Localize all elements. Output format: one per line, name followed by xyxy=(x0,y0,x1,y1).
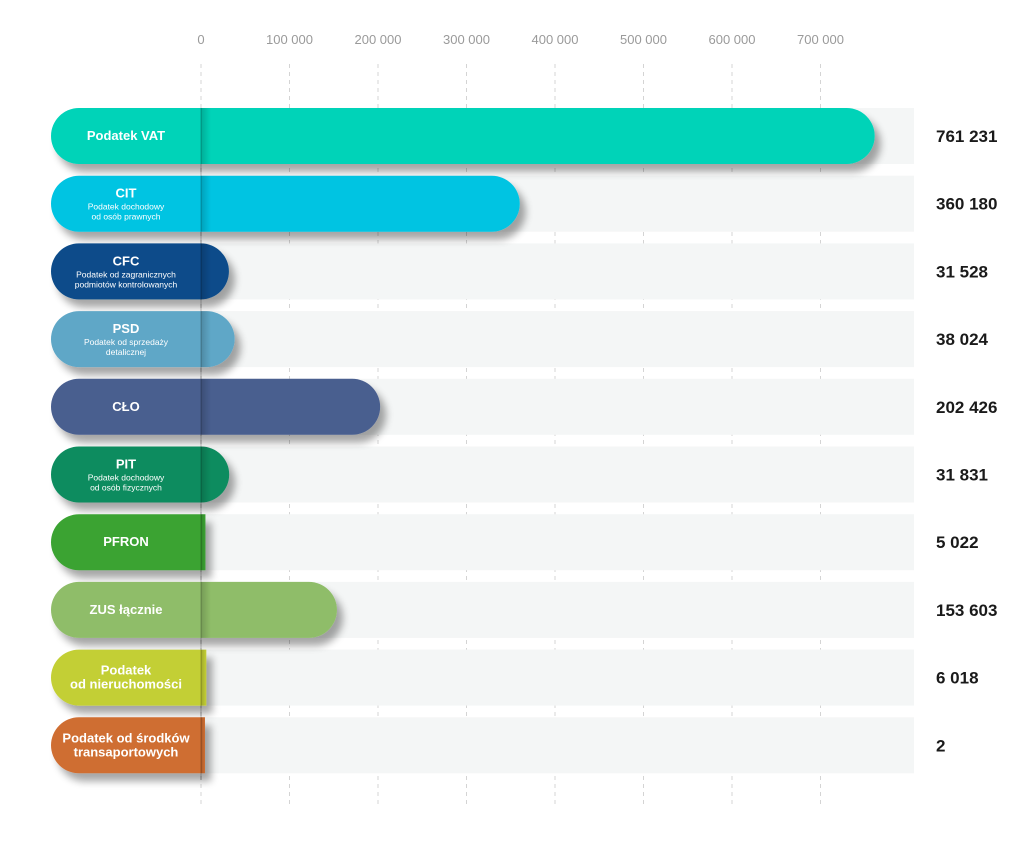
bar-zero-shade xyxy=(201,717,205,774)
bars xyxy=(51,108,875,774)
bar xyxy=(51,649,207,706)
bar xyxy=(51,175,520,232)
row-background xyxy=(201,311,914,368)
category-title: Podatek od nieruchomości xyxy=(70,663,182,692)
x-tick-label: 400 000 xyxy=(532,32,579,47)
value-label: 38 024 xyxy=(936,330,989,349)
row-background xyxy=(201,649,914,706)
value-label: 360 180 xyxy=(936,195,997,214)
x-tick-label: 600 000 xyxy=(709,32,756,47)
x-tick-label: 200 000 xyxy=(355,32,402,47)
category-subtitle: Podatek od zagranicznych podmiotów kontro… xyxy=(75,269,178,289)
bar xyxy=(51,108,875,164)
category-subtitle: Podatek dochodowy od osób prawnych xyxy=(88,202,165,222)
category-title: PFRON xyxy=(103,534,149,549)
category-subtitle: Podatek od sprzedaży detalicznej xyxy=(84,337,169,357)
value-label: 31 831 xyxy=(936,466,988,485)
category-title: CIT xyxy=(116,186,137,201)
category-title: CFC xyxy=(113,253,140,268)
x-tick-label: 100 000 xyxy=(266,32,313,47)
x-tick-label: 500 000 xyxy=(620,32,667,47)
bar xyxy=(51,581,337,638)
x-tick-label: 300 000 xyxy=(443,32,490,47)
value-label: 761 231 xyxy=(936,127,997,146)
x-axis-ticks: 0 100 000 200 000 300 000 400 000 500 000 600 … xyxy=(197,32,844,47)
x-tick-label: 0 xyxy=(197,32,204,47)
bar xyxy=(51,717,206,774)
category-title: PSD xyxy=(113,321,140,336)
bar xyxy=(51,311,235,368)
row-background xyxy=(201,717,914,774)
value-label: 31 528 xyxy=(936,262,988,281)
bar-zero-shade xyxy=(201,649,207,706)
value-labels: 761 231 360 180 31 528 38 024 202 426 31 831 5… xyxy=(200,108,997,780)
bar-zero-shade xyxy=(201,378,211,435)
value-label: 2 xyxy=(936,736,945,755)
category-title: PIT xyxy=(116,457,136,472)
row-background xyxy=(201,243,914,300)
value-label: 6 018 xyxy=(936,669,979,688)
bar xyxy=(51,378,381,435)
x-tick-label: 700 000 xyxy=(797,32,844,47)
bar-zero-shade xyxy=(201,108,211,164)
category-subtitle: Podatek dochodowy od osób fizycznych xyxy=(88,473,165,493)
bar-zero-shade xyxy=(201,175,211,232)
bar-zero-shade xyxy=(201,311,211,368)
row-background xyxy=(201,446,914,503)
category-title: CŁO xyxy=(112,399,139,414)
bar-zero-shade xyxy=(201,243,211,300)
value-label: 202 426 xyxy=(936,398,997,417)
category-title: Podatek VAT xyxy=(87,128,165,143)
bar xyxy=(51,243,229,300)
category-title: Podatek od środków transaportowych xyxy=(62,730,190,759)
bar xyxy=(51,514,206,571)
bar-zero-shade xyxy=(201,581,211,638)
value-label: 153 603 xyxy=(936,601,997,620)
category-title: ZUS łącznie xyxy=(90,602,163,617)
value-label: 5 022 xyxy=(936,533,979,552)
bar-zero-shade xyxy=(201,514,206,571)
bar xyxy=(51,446,230,503)
row-background xyxy=(201,514,914,571)
bar-zero-shade xyxy=(201,446,211,503)
